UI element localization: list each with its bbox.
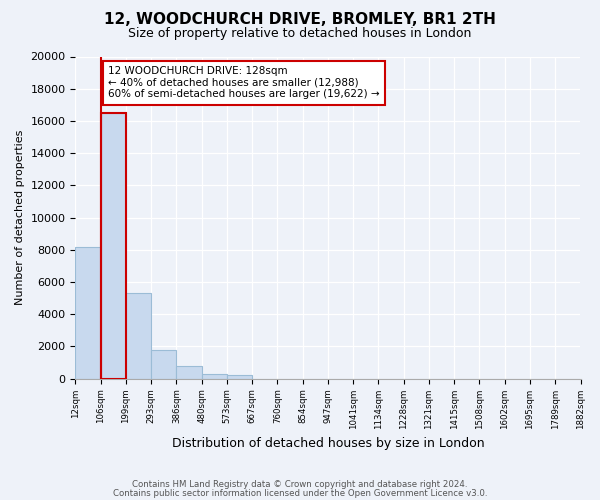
Text: Contains HM Land Registry data © Crown copyright and database right 2024.: Contains HM Land Registry data © Crown c… bbox=[132, 480, 468, 489]
Text: 12, WOODCHURCH DRIVE, BROMLEY, BR1 2TH: 12, WOODCHURCH DRIVE, BROMLEY, BR1 2TH bbox=[104, 12, 496, 28]
Bar bbox=[101, 113, 126, 378]
Bar bbox=[202, 374, 227, 378]
X-axis label: Distribution of detached houses by size in London: Distribution of detached houses by size … bbox=[172, 437, 484, 450]
Bar bbox=[227, 374, 252, 378]
Bar bbox=[176, 366, 202, 378]
Bar bbox=[101, 113, 126, 378]
Bar bbox=[126, 293, 151, 378]
Bar bbox=[151, 350, 176, 378]
Y-axis label: Number of detached properties: Number of detached properties bbox=[15, 130, 25, 305]
Text: Size of property relative to detached houses in London: Size of property relative to detached ho… bbox=[128, 28, 472, 40]
Bar bbox=[76, 246, 101, 378]
Text: 12 WOODCHURCH DRIVE: 128sqm
← 40% of detached houses are smaller (12,988)
60% of: 12 WOODCHURCH DRIVE: 128sqm ← 40% of det… bbox=[108, 66, 380, 100]
Text: Contains public sector information licensed under the Open Government Licence v3: Contains public sector information licen… bbox=[113, 489, 487, 498]
